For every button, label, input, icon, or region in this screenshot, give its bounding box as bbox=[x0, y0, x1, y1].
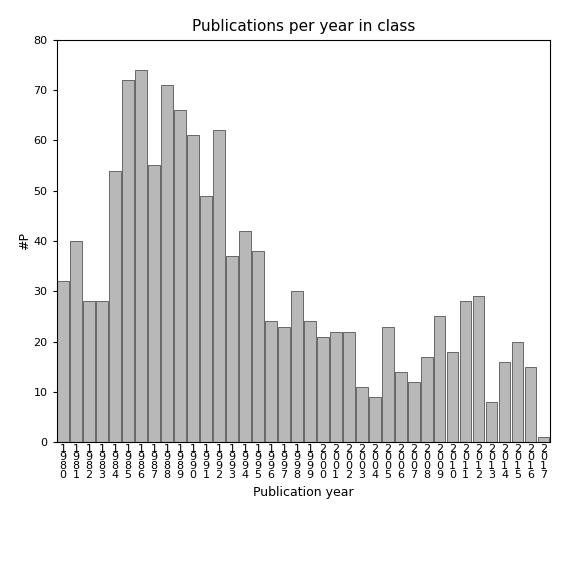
Bar bbox=[317, 337, 329, 442]
Bar bbox=[486, 402, 497, 442]
Bar bbox=[460, 302, 471, 442]
Bar bbox=[96, 302, 108, 442]
Bar bbox=[330, 332, 342, 442]
Bar bbox=[291, 291, 303, 442]
Bar bbox=[187, 136, 199, 442]
Bar bbox=[265, 321, 277, 442]
Bar bbox=[122, 80, 134, 442]
Bar bbox=[511, 341, 523, 442]
Bar bbox=[226, 256, 238, 442]
Bar bbox=[174, 110, 186, 442]
Bar bbox=[136, 70, 147, 442]
Bar bbox=[434, 316, 446, 442]
Bar bbox=[239, 231, 251, 442]
Bar bbox=[473, 297, 484, 442]
Bar bbox=[278, 327, 290, 442]
Bar bbox=[213, 130, 225, 442]
Bar bbox=[252, 251, 264, 442]
Bar bbox=[524, 367, 536, 442]
Title: Publications per year in class: Publications per year in class bbox=[192, 19, 415, 35]
Bar bbox=[70, 241, 82, 442]
Bar bbox=[109, 171, 121, 442]
Bar bbox=[382, 327, 393, 442]
Bar bbox=[356, 387, 367, 442]
Bar bbox=[538, 437, 549, 442]
X-axis label: Publication year: Publication year bbox=[253, 485, 354, 498]
Bar bbox=[447, 352, 459, 442]
Bar bbox=[161, 85, 173, 442]
Bar bbox=[304, 321, 316, 442]
Bar bbox=[148, 166, 160, 442]
Bar bbox=[57, 281, 69, 442]
Bar bbox=[421, 357, 433, 442]
Y-axis label: #P: #P bbox=[18, 232, 31, 250]
Bar bbox=[200, 196, 212, 442]
Bar bbox=[369, 397, 380, 442]
Bar bbox=[499, 362, 510, 442]
Bar bbox=[408, 382, 420, 442]
Bar bbox=[83, 302, 95, 442]
Bar bbox=[395, 372, 407, 442]
Bar bbox=[343, 332, 354, 442]
